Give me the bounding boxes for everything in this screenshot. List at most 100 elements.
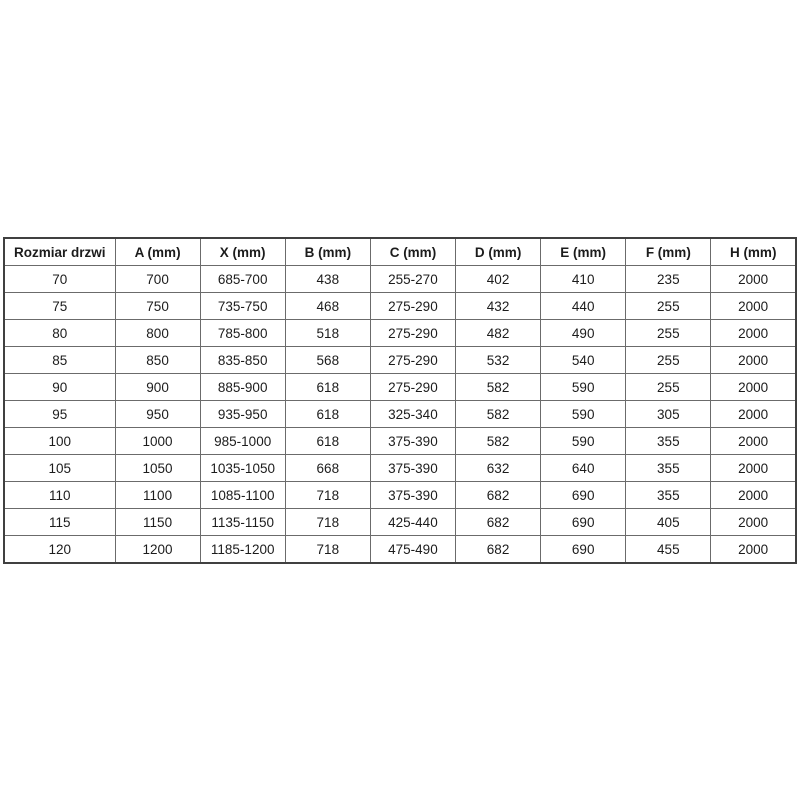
table-cell: 80 bbox=[3, 319, 116, 347]
table-cell: 1085-1100 bbox=[199, 481, 286, 509]
table-cell: 305 bbox=[625, 400, 712, 428]
table-row: 110 1100 1085-1100 718 375-390 682 690 355 2000 bbox=[3, 481, 797, 509]
table-cell: 690 bbox=[540, 535, 627, 564]
table-cell: 582 bbox=[454, 400, 542, 428]
table-cell: 682 bbox=[454, 481, 542, 509]
table-cell: 2000 bbox=[710, 319, 797, 347]
table-cell: 482 bbox=[454, 319, 542, 347]
table-cell: 375-390 bbox=[369, 481, 457, 509]
table-cell: 2000 bbox=[710, 481, 797, 509]
table-cell: 582 bbox=[454, 427, 542, 455]
door-size-spec-table: Rozmiar drzwi A (mm) X (mm) B (mm) C (mm) D (… bbox=[3, 237, 797, 564]
table-cell: 618 bbox=[284, 427, 371, 455]
table-cell: 735-750 bbox=[199, 292, 286, 320]
table-cell: 685-700 bbox=[199, 265, 286, 293]
column-header: A (mm) bbox=[114, 237, 201, 266]
table-cell: 718 bbox=[284, 481, 371, 509]
table-cell: 425-440 bbox=[369, 508, 457, 536]
table-cell: 1035-1050 bbox=[199, 454, 286, 482]
table-cell: 255 bbox=[625, 292, 712, 320]
table-row: 80 800 785-800 518 275-290 482 490 255 2000 bbox=[3, 319, 797, 347]
table-cell: 590 bbox=[540, 373, 627, 401]
table-cell: 105 bbox=[3, 454, 116, 482]
table-cell: 255-270 bbox=[369, 265, 457, 293]
table-cell: 2000 bbox=[710, 427, 797, 455]
column-header: F (mm) bbox=[625, 237, 712, 266]
table-cell: 2000 bbox=[710, 508, 797, 536]
table-cell: 275-290 bbox=[369, 292, 457, 320]
table-cell: 835-850 bbox=[199, 346, 286, 374]
table-cell: 1000 bbox=[114, 427, 201, 455]
table-row: 105 1050 1035-1050 668 375-390 632 640 355 2000 bbox=[3, 454, 797, 482]
table-row: 75 750 735-750 468 275-290 432 440 255 2000 bbox=[3, 292, 797, 320]
table-cell: 690 bbox=[540, 481, 627, 509]
table-cell: 900 bbox=[114, 373, 201, 401]
table-cell: 355 bbox=[625, 427, 712, 455]
table-row: 120 1200 1185-1200 718 475-490 682 690 455 2000 bbox=[3, 535, 797, 564]
table-cell: 690 bbox=[540, 508, 627, 536]
table-cell: 1185-1200 bbox=[199, 535, 286, 564]
column-header: H (mm) bbox=[710, 237, 797, 266]
table-cell: 85 bbox=[3, 346, 116, 374]
table-cell: 540 bbox=[540, 346, 627, 374]
table-cell: 490 bbox=[540, 319, 627, 347]
table-cell: 70 bbox=[3, 265, 116, 293]
table-cell: 682 bbox=[454, 535, 542, 564]
table-cell: 115 bbox=[3, 508, 116, 536]
table-cell: 1100 bbox=[114, 481, 201, 509]
column-header: B (mm) bbox=[284, 237, 371, 266]
door-size-table-container: Rozmiar drzwi A (mm) X (mm) B (mm) C (mm) D (… bbox=[3, 237, 797, 564]
table-row: 70 700 685-700 438 255-270 402 410 235 2000 bbox=[3, 265, 797, 293]
table-cell: 1050 bbox=[114, 454, 201, 482]
table-cell: 885-900 bbox=[199, 373, 286, 401]
table-cell: 2000 bbox=[710, 292, 797, 320]
table-cell: 800 bbox=[114, 319, 201, 347]
table-cell: 2000 bbox=[710, 454, 797, 482]
table-cell: 1150 bbox=[114, 508, 201, 536]
table-cell: 1200 bbox=[114, 535, 201, 564]
column-header: X (mm) bbox=[199, 237, 286, 266]
table-cell: 468 bbox=[284, 292, 371, 320]
table-cell: 255 bbox=[625, 346, 712, 374]
table-cell: 590 bbox=[540, 400, 627, 428]
table-row: 100 1000 985-1000 618 375-390 582 590 355 2000 bbox=[3, 427, 797, 455]
column-header: E (mm) bbox=[540, 237, 627, 266]
column-header: D (mm) bbox=[454, 237, 542, 266]
table-cell: 440 bbox=[540, 292, 627, 320]
table-cell: 518 bbox=[284, 319, 371, 347]
table-cell: 275-290 bbox=[369, 346, 457, 374]
table-cell: 475-490 bbox=[369, 535, 457, 564]
table-cell: 438 bbox=[284, 265, 371, 293]
table-cell: 950 bbox=[114, 400, 201, 428]
column-header: C (mm) bbox=[369, 237, 457, 266]
table-cell: 110 bbox=[3, 481, 116, 509]
table-cell: 2000 bbox=[710, 373, 797, 401]
table-cell: 582 bbox=[454, 373, 542, 401]
table-cell: 2000 bbox=[710, 400, 797, 428]
table-cell: 2000 bbox=[710, 535, 797, 564]
table-cell: 2000 bbox=[710, 346, 797, 374]
table-cell: 355 bbox=[625, 454, 712, 482]
table-cell: 632 bbox=[454, 454, 542, 482]
table-cell: 985-1000 bbox=[199, 427, 286, 455]
table-cell: 850 bbox=[114, 346, 201, 374]
table-row: 115 1150 1135-1150 718 425-440 682 690 405 2000 bbox=[3, 508, 797, 536]
table-row: 90 900 885-900 618 275-290 582 590 255 2000 bbox=[3, 373, 797, 401]
column-header: Rozmiar drzwi bbox=[3, 237, 116, 266]
table-cell: 275-290 bbox=[369, 373, 457, 401]
table-cell: 568 bbox=[284, 346, 371, 374]
table-cell: 432 bbox=[454, 292, 542, 320]
table-cell: 355 bbox=[625, 481, 712, 509]
table-cell: 618 bbox=[284, 400, 371, 428]
table-cell: 700 bbox=[114, 265, 201, 293]
table-cell: 455 bbox=[625, 535, 712, 564]
table-cell: 618 bbox=[284, 373, 371, 401]
table-row: 85 850 835-850 568 275-290 532 540 255 2000 bbox=[3, 346, 797, 374]
table-cell: 785-800 bbox=[199, 319, 286, 347]
table-cell: 532 bbox=[454, 346, 542, 374]
table-cell: 1135-1150 bbox=[199, 508, 286, 536]
table-cell: 235 bbox=[625, 265, 712, 293]
table-cell: 90 bbox=[3, 373, 116, 401]
table-cell: 275-290 bbox=[369, 319, 457, 347]
